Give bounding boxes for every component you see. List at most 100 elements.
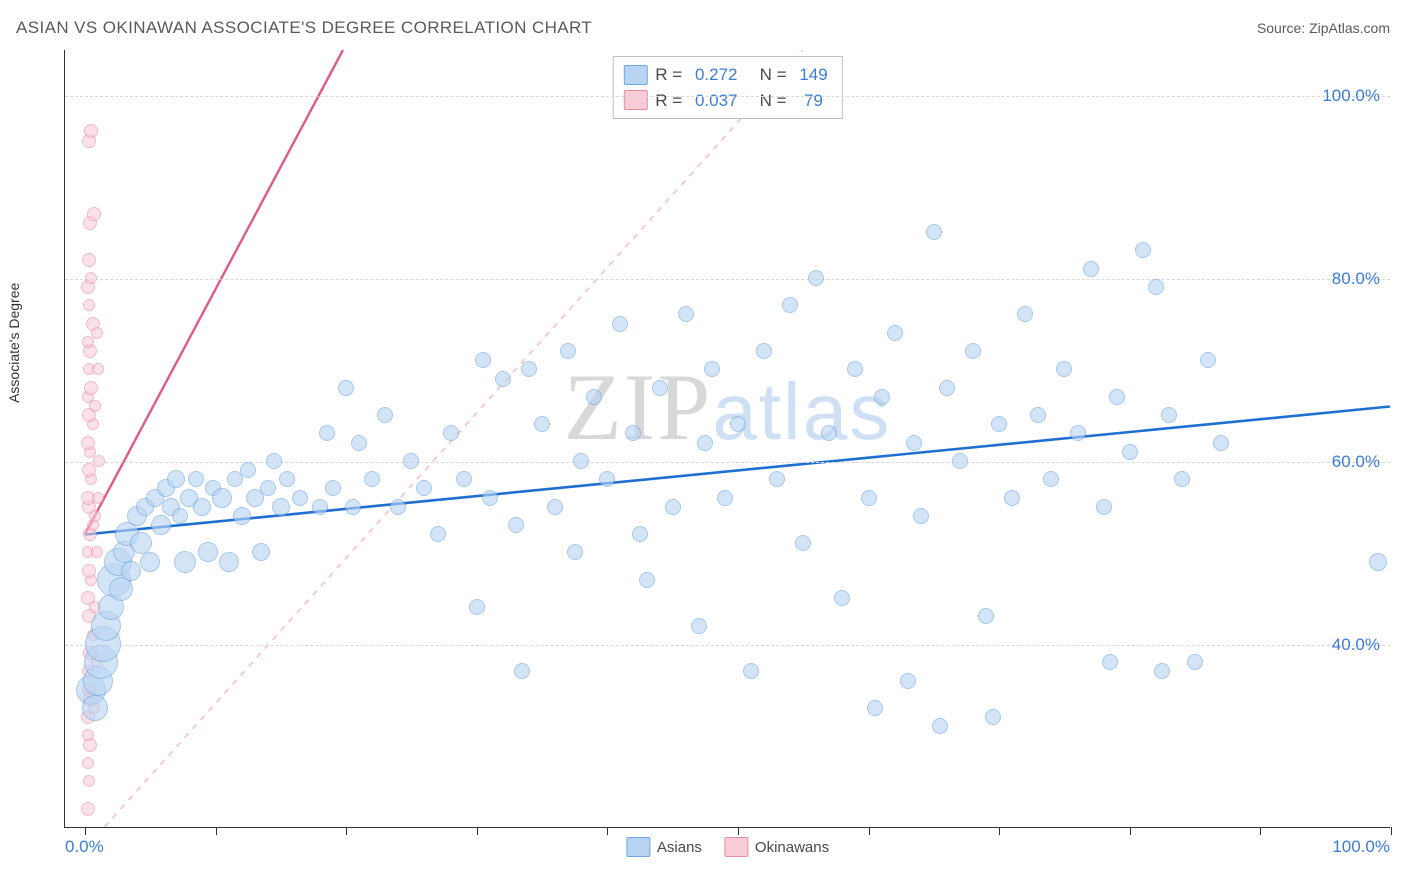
plot-area: ZIPatlas R = 0.272 N = 149 R = 0.037 N =… — [64, 50, 1390, 828]
data-point-asians — [847, 361, 863, 377]
data-point-asians — [1174, 471, 1190, 487]
data-point-asians — [678, 306, 694, 322]
source-attribution: Source: ZipAtlas.com — [1257, 20, 1390, 36]
data-point-asians — [1004, 490, 1020, 506]
data-point-asians — [1154, 663, 1170, 679]
data-point-okinawans — [83, 299, 95, 311]
data-point-asians — [808, 270, 824, 286]
data-point-asians — [140, 552, 160, 572]
swatch-asians — [623, 65, 647, 85]
data-point-asians — [625, 425, 641, 441]
data-point-asians — [599, 471, 615, 487]
x-tick — [477, 827, 478, 835]
data-point-asians — [279, 471, 295, 487]
data-point-asians — [364, 471, 380, 487]
data-point-asians — [782, 297, 798, 313]
data-point-asians — [834, 590, 850, 606]
plot-svg — [65, 50, 1390, 827]
data-point-okinawans — [84, 124, 98, 138]
data-point-asians — [691, 618, 707, 634]
data-point-asians — [906, 435, 922, 451]
data-point-asians — [900, 673, 916, 689]
data-point-asians — [756, 343, 772, 359]
data-point-asians — [443, 425, 459, 441]
data-point-asians — [292, 490, 308, 506]
chart-title: ASIAN VS OKINAWAN ASSOCIATE'S DEGREE COR… — [16, 18, 592, 38]
data-point-okinawans — [89, 400, 101, 412]
gridline — [65, 645, 1390, 646]
data-point-okinawans — [81, 436, 95, 450]
data-point-asians — [1030, 407, 1046, 423]
data-point-asians — [403, 453, 419, 469]
data-point-asians — [1161, 407, 1177, 423]
data-point-okinawans — [91, 546, 103, 558]
data-point-asians — [495, 371, 511, 387]
x-tick — [738, 827, 739, 835]
data-point-asians — [351, 435, 367, 451]
data-point-asians — [174, 551, 196, 573]
gridline — [65, 279, 1390, 280]
data-point-asians — [82, 695, 108, 721]
data-point-asians — [272, 498, 290, 516]
y-axis-label: Associate's Degree — [6, 283, 22, 403]
x-tick — [1260, 827, 1261, 835]
x-tick — [869, 827, 870, 835]
data-point-asians — [430, 526, 446, 542]
data-point-okinawans — [81, 802, 95, 816]
data-point-asians — [521, 361, 537, 377]
data-point-asians — [345, 499, 361, 515]
data-point-asians — [338, 380, 354, 396]
data-point-asians — [547, 499, 563, 515]
plot-wrap: Associate's Degree ZIPatlas R = 0.272 N … — [16, 50, 1390, 876]
data-point-asians — [121, 561, 141, 581]
n-okinawans: 79 — [804, 88, 823, 114]
x-tick — [346, 827, 347, 835]
data-point-asians — [312, 499, 328, 515]
data-point-asians — [952, 453, 968, 469]
data-point-asians — [167, 470, 185, 488]
data-point-asians — [1070, 425, 1086, 441]
legend-item-asians: Asians — [626, 837, 702, 857]
data-point-asians — [475, 352, 491, 368]
data-point-asians — [1187, 654, 1203, 670]
data-point-asians — [867, 700, 883, 716]
data-point-asians — [704, 361, 720, 377]
data-point-okinawans — [82, 253, 96, 267]
data-point-asians — [717, 490, 733, 506]
data-point-asians — [730, 416, 746, 432]
data-point-asians — [939, 380, 955, 396]
data-point-okinawans — [84, 381, 98, 395]
legend-label-asians: Asians — [657, 839, 702, 856]
data-point-asians — [416, 480, 432, 496]
data-point-asians — [151, 515, 171, 535]
correlation-legend: R = 0.272 N = 149 R = 0.037 N = 79 — [612, 56, 842, 119]
data-point-asians — [252, 543, 270, 561]
data-point-okinawans — [89, 510, 101, 522]
data-point-asians — [219, 552, 239, 572]
data-point-asians — [978, 608, 994, 624]
gridline — [65, 462, 1390, 463]
watermark-atlas: atlas — [712, 367, 891, 456]
data-point-asians — [639, 572, 655, 588]
legend-row-okinawans: R = 0.037 N = 79 — [623, 88, 827, 114]
data-point-okinawans — [85, 272, 97, 284]
data-point-asians — [212, 488, 232, 508]
data-point-asians — [861, 490, 877, 506]
data-point-asians — [821, 425, 837, 441]
data-point-asians — [390, 499, 406, 515]
swatch-bottom-okinawans — [724, 837, 748, 857]
data-point-asians — [260, 480, 276, 496]
data-point-asians — [1148, 279, 1164, 295]
data-point-asians — [743, 663, 759, 679]
x-tick — [1391, 827, 1392, 835]
data-point-asians — [188, 471, 204, 487]
data-point-asians — [193, 498, 211, 516]
data-point-asians — [560, 343, 576, 359]
data-point-asians — [985, 709, 1001, 725]
r-okinawans: 0.037 — [695, 88, 738, 114]
data-point-asians — [1102, 654, 1118, 670]
data-point-asians — [567, 544, 583, 560]
data-point-okinawans — [82, 564, 96, 578]
data-point-asians — [652, 380, 668, 396]
data-point-okinawans — [83, 775, 95, 787]
